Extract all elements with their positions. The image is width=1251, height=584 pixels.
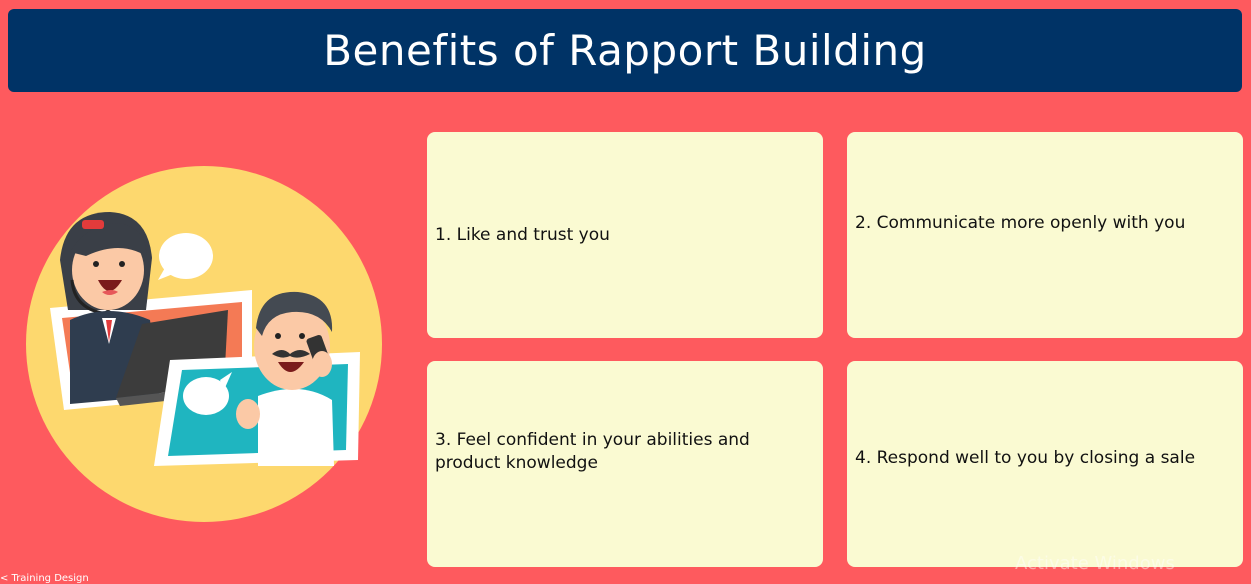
benefit-card-1: 1. Like and trust you [427, 132, 823, 338]
title-bar: Benefits of Rapport Building [8, 9, 1242, 92]
benefit-card-2: 2. Communicate more openly with you [847, 132, 1243, 338]
benefit-text-2: 2. Communicate more openly with you [855, 212, 1186, 233]
activate-windows-watermark: Activate Windows [1015, 553, 1175, 574]
footer-credit: < Training Design [0, 573, 89, 584]
benefit-card-3: 3. Feel confident in your abilities and … [427, 361, 823, 567]
benefit-text-4: 4. Respond well to you by closing a sale [855, 447, 1196, 468]
benefit-card-4: 4. Respond well to you by closing a sale [847, 361, 1243, 567]
benefit-text-3: 3. Feel confident in your abilities and … [435, 430, 750, 473]
benefit-text-1: 1. Like and trust you [435, 224, 610, 245]
rapport-illustration [26, 166, 382, 522]
speech-bubble-icon [158, 233, 213, 280]
man-phone-icon [154, 291, 360, 466]
page-title: Benefits of Rapport Building [323, 26, 927, 75]
